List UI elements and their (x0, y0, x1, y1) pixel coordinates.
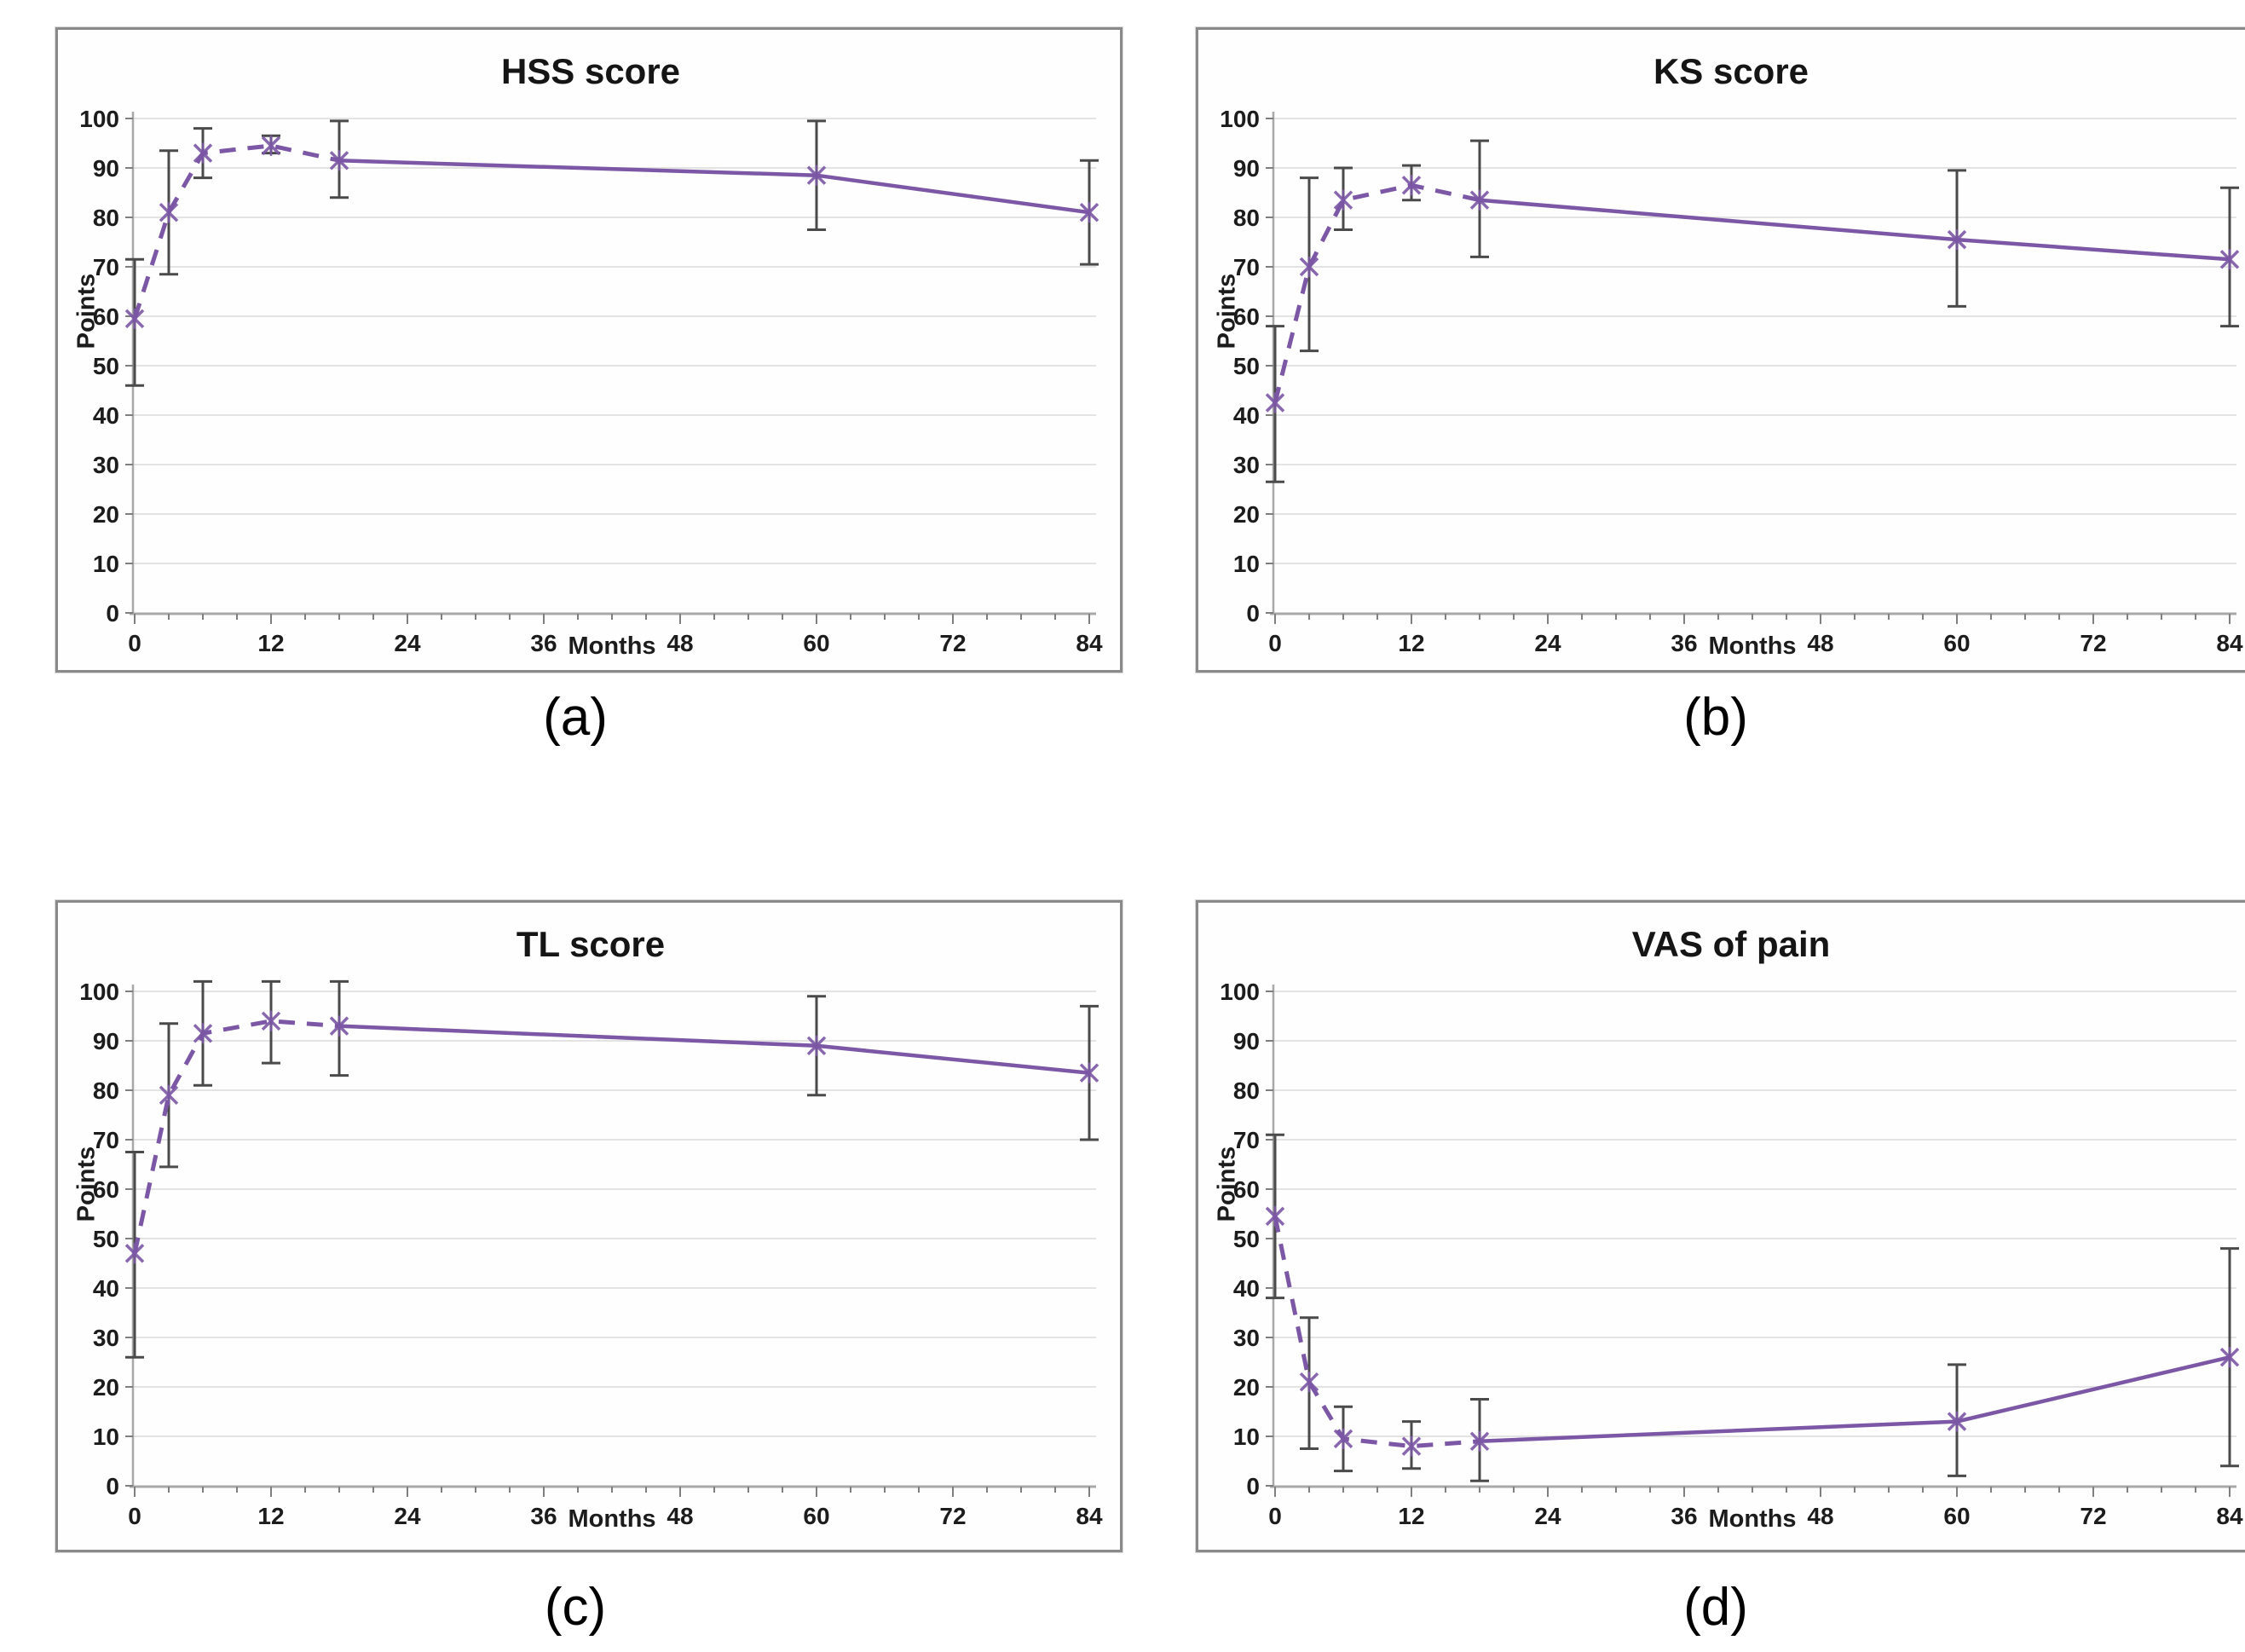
svg-text:60: 60 (803, 1503, 829, 1529)
svg-text:0: 0 (106, 1473, 119, 1499)
svg-text:60: 60 (93, 303, 119, 330)
svg-text:70: 70 (93, 254, 119, 280)
svg-text:80: 80 (93, 205, 119, 231)
svg-text:0: 0 (1246, 600, 1260, 627)
svg-text:80: 80 (1233, 1077, 1260, 1104)
chart-title: VAS of pain (1631, 924, 1831, 964)
svg-text:0: 0 (1246, 1473, 1260, 1499)
svg-text:60: 60 (1943, 1503, 1970, 1529)
svg-text:100: 100 (1220, 106, 1260, 132)
x-axis-label: Months (568, 632, 656, 660)
chart-panel-tl-score: TL score Points Months 0 10 20 30 40 50 60 70 80… (55, 900, 1122, 1552)
svg-text:20: 20 (1233, 501, 1260, 528)
svg-text:36: 36 (530, 630, 557, 656)
subfigure-caption-a: (a) (543, 688, 608, 747)
svg-text:60: 60 (1943, 630, 1970, 656)
svg-text:20: 20 (1233, 1374, 1260, 1401)
chart-title: TL score (516, 924, 666, 964)
svg-text:90: 90 (93, 1028, 119, 1054)
svg-text:30: 30 (93, 1325, 119, 1351)
svg-text:20: 20 (93, 501, 119, 528)
svg-text:48: 48 (667, 1503, 693, 1529)
svg-text:0: 0 (128, 630, 141, 656)
svg-text:0: 0 (106, 600, 119, 627)
svg-text:48: 48 (1807, 1503, 1833, 1529)
svg-text:100: 100 (79, 106, 119, 132)
svg-text:40: 40 (93, 1275, 119, 1302)
svg-text:20: 20 (93, 1374, 119, 1401)
svg-text:60: 60 (93, 1176, 119, 1203)
svg-text:84: 84 (1076, 1503, 1103, 1529)
subfigure-caption-b: (b) (1683, 688, 1748, 747)
chart-title: HSS score (500, 51, 681, 91)
svg-text:72: 72 (939, 630, 966, 656)
vas-of-pain-plot: 0 10 20 30 40 50 60 70 80 90 100 0 12 24 36 48 60 72 84 (1220, 979, 2243, 1529)
svg-text:0: 0 (1268, 1503, 1282, 1529)
chart-panel-ks-score: KS score Points Months 0 10 20 30 40 50 60 70 80… (1196, 27, 2245, 673)
svg-text:10: 10 (1233, 1424, 1260, 1450)
svg-text:84: 84 (2216, 630, 2243, 656)
svg-text:70: 70 (1233, 1127, 1260, 1153)
svg-text:50: 50 (1233, 1226, 1260, 1252)
svg-text:12: 12 (1398, 630, 1424, 656)
svg-text:24: 24 (1534, 630, 1561, 656)
svg-text:100: 100 (79, 979, 119, 1005)
svg-text:60: 60 (1233, 303, 1260, 330)
svg-text:90: 90 (93, 155, 119, 182)
svg-text:36: 36 (530, 1503, 557, 1529)
svg-text:72: 72 (2080, 630, 2106, 656)
svg-text:10: 10 (93, 551, 119, 577)
svg-text:70: 70 (1233, 254, 1260, 280)
svg-text:30: 30 (1233, 452, 1260, 478)
svg-text:48: 48 (667, 630, 693, 656)
svg-text:72: 72 (939, 1503, 966, 1529)
svg-text:90: 90 (1233, 155, 1260, 182)
svg-text:30: 30 (93, 452, 119, 478)
svg-text:24: 24 (1534, 1503, 1561, 1529)
svg-text:84: 84 (2216, 1503, 2243, 1529)
chart-panel-vas-of-pain: VAS of pain Points Months 0 10 20 30 40 50 60 7… (1196, 900, 2245, 1552)
svg-text:50: 50 (1233, 353, 1260, 379)
chart-title: KS score (1653, 51, 1809, 91)
x-axis-label: Months (1708, 1505, 1797, 1533)
svg-text:12: 12 (1398, 1503, 1424, 1529)
svg-text:80: 80 (93, 1077, 119, 1104)
svg-text:40: 40 (1233, 1275, 1260, 1302)
svg-text:36: 36 (1671, 1503, 1697, 1529)
svg-text:40: 40 (1233, 402, 1260, 429)
subfigure-caption-c: (c) (544, 1578, 607, 1637)
svg-text:12: 12 (257, 630, 284, 656)
svg-text:40: 40 (93, 402, 119, 429)
svg-text:12: 12 (257, 1503, 284, 1529)
svg-text:30: 30 (1233, 1325, 1260, 1351)
svg-text:70: 70 (93, 1127, 119, 1153)
ks-score-plot: 0 10 20 30 40 50 60 70 80 90 100 0 12 24 36 48 60 72 84 (1220, 106, 2243, 656)
svg-text:24: 24 (394, 1503, 421, 1529)
subfigure-caption-d: (d) (1683, 1578, 1748, 1637)
svg-text:90: 90 (1233, 1028, 1260, 1054)
hss-score-plot: 0 10 20 30 40 50 60 70 80 90 100 0 12 24 36 48 60 72 84 (79, 106, 1103, 656)
x-axis-label: Months (1708, 632, 1797, 660)
svg-text:50: 50 (93, 1226, 119, 1252)
svg-text:72: 72 (2080, 1503, 2106, 1529)
svg-text:24: 24 (394, 630, 421, 656)
svg-text:0: 0 (1268, 630, 1282, 656)
svg-text:80: 80 (1233, 205, 1260, 231)
chart-panel-hss-score: HSS score Points Months 0 10 20 30 40 50 60 70 8… (55, 27, 1122, 673)
svg-text:84: 84 (1076, 630, 1103, 656)
svg-text:36: 36 (1671, 630, 1697, 656)
tl-score-plot: 0 10 20 30 40 50 60 70 80 90 100 0 12 24 36 48 60 72 84 (79, 979, 1103, 1529)
svg-text:60: 60 (803, 630, 829, 656)
svg-text:60: 60 (1233, 1176, 1260, 1203)
svg-text:0: 0 (128, 1503, 141, 1529)
x-axis-label: Months (568, 1505, 656, 1533)
svg-text:100: 100 (1220, 979, 1260, 1005)
svg-text:10: 10 (1233, 551, 1260, 577)
svg-text:50: 50 (93, 353, 119, 379)
svg-text:48: 48 (1807, 630, 1833, 656)
svg-text:10: 10 (93, 1424, 119, 1450)
